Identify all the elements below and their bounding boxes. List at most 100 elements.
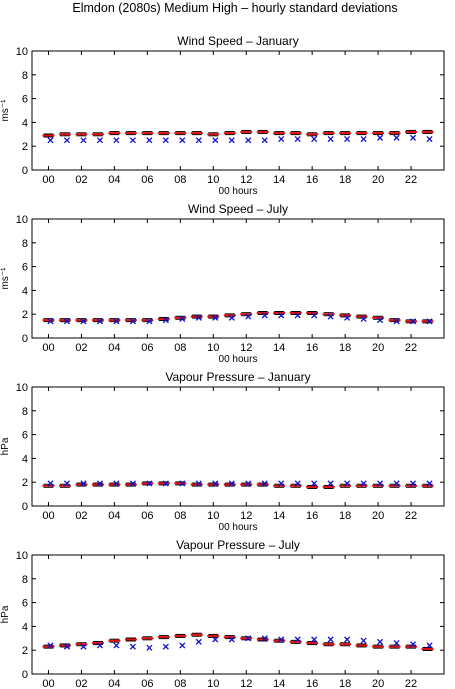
observed-marker [228, 314, 235, 321]
y-tick-label: 10 [16, 46, 28, 58]
observed-point [47, 642, 54, 649]
observed-marker [426, 642, 433, 649]
observed-point [278, 312, 285, 319]
observed-marker [47, 318, 54, 325]
x-tick-label: 08 [174, 510, 186, 522]
observed-point [195, 137, 202, 144]
observed-point [162, 317, 169, 324]
observed-marker [113, 642, 120, 649]
observed-marker [146, 644, 153, 651]
observed-point [261, 480, 268, 487]
x-tick-label: 20 [372, 342, 384, 354]
observed-point [311, 480, 318, 487]
model-point [223, 131, 236, 136]
observed-marker [278, 636, 285, 643]
y-tick-label: 2 [22, 645, 28, 657]
observed-marker [278, 136, 285, 143]
y-tick-label: 10 [16, 214, 28, 226]
observed-marker [409, 480, 417, 487]
x-tick-label: 04 [108, 174, 120, 186]
observed-point [409, 480, 417, 487]
x-tick-label: 14 [273, 510, 285, 522]
observed-point [278, 636, 285, 643]
x-tick-label: 02 [75, 342, 87, 354]
x-tick-label: 08 [174, 678, 186, 689]
observed-marker [129, 480, 136, 487]
observed-marker [228, 636, 235, 643]
y-tick-label: 6 [22, 262, 28, 274]
observed-point [195, 314, 202, 321]
observed-marker [212, 636, 219, 643]
observed-marker [96, 642, 103, 649]
x-tick-label: 22 [405, 510, 417, 522]
observed-marker [377, 134, 384, 141]
observed-point [212, 636, 219, 643]
observed-marker [146, 480, 153, 487]
observed-marker [63, 643, 71, 650]
y-tick-label: 0 [22, 501, 28, 513]
observed-point [162, 480, 169, 487]
model-point [256, 129, 269, 134]
observed-marker [311, 480, 318, 487]
model-point [322, 642, 335, 647]
x-tick-label: 10 [207, 510, 219, 522]
observed-point [129, 137, 136, 144]
observed-marker [47, 480, 54, 487]
observed-marker [162, 480, 169, 487]
observed-point [294, 312, 301, 319]
observed-point [80, 137, 87, 144]
observed-marker [294, 480, 301, 487]
observed-point [113, 137, 120, 144]
observed-point [80, 480, 87, 487]
observed-point [426, 642, 433, 649]
observed-marker [409, 318, 417, 325]
observed-marker [179, 137, 186, 144]
observed-point [278, 480, 285, 487]
observed-point [409, 318, 417, 325]
observed-marker [179, 315, 186, 323]
observed-marker [195, 314, 202, 321]
model-point [289, 131, 302, 136]
plot-frame [31, 218, 445, 339]
observed-point [311, 136, 318, 143]
observed-marker [195, 638, 202, 645]
y-tick-label: 0 [22, 669, 28, 681]
observed-point [179, 480, 186, 487]
observed-marker [47, 137, 54, 144]
observed-marker [261, 635, 268, 642]
y-axis-label: hPa [0, 605, 11, 623]
observed-point [294, 636, 301, 643]
observed-point [195, 480, 202, 487]
chart-title: Wind Speed – July [188, 202, 288, 216]
observed-marker [113, 137, 120, 144]
y-axis-label: ms⁻¹ [0, 99, 11, 122]
observed-marker [426, 136, 433, 143]
x-tick-label: 12 [240, 174, 252, 186]
x-tick-label: 20 [372, 510, 384, 522]
observed-point [360, 480, 367, 487]
observed-point [63, 137, 71, 144]
observed-marker [113, 318, 120, 325]
x-tick-label: 08 [174, 174, 186, 186]
chart-title: Vapour Pressure – January [165, 370, 310, 384]
model-point [240, 129, 253, 134]
observed-marker [47, 642, 54, 649]
observed-marker [294, 136, 301, 143]
observed-point [162, 643, 169, 650]
y-tick-label: 8 [22, 574, 28, 586]
observed-point [344, 314, 351, 321]
x-tick-label: 18 [339, 174, 351, 186]
observed-marker [344, 314, 351, 321]
y-tick-label: 10 [16, 550, 28, 562]
observed-point [63, 643, 71, 650]
model-point [322, 131, 335, 136]
observed-point [113, 480, 120, 487]
model-point [42, 133, 55, 138]
y-tick-label: 4 [22, 117, 28, 129]
observed-marker [80, 643, 87, 650]
y-tick-label: 8 [22, 70, 28, 82]
plot-frame [31, 50, 445, 171]
observed-point [129, 318, 136, 325]
